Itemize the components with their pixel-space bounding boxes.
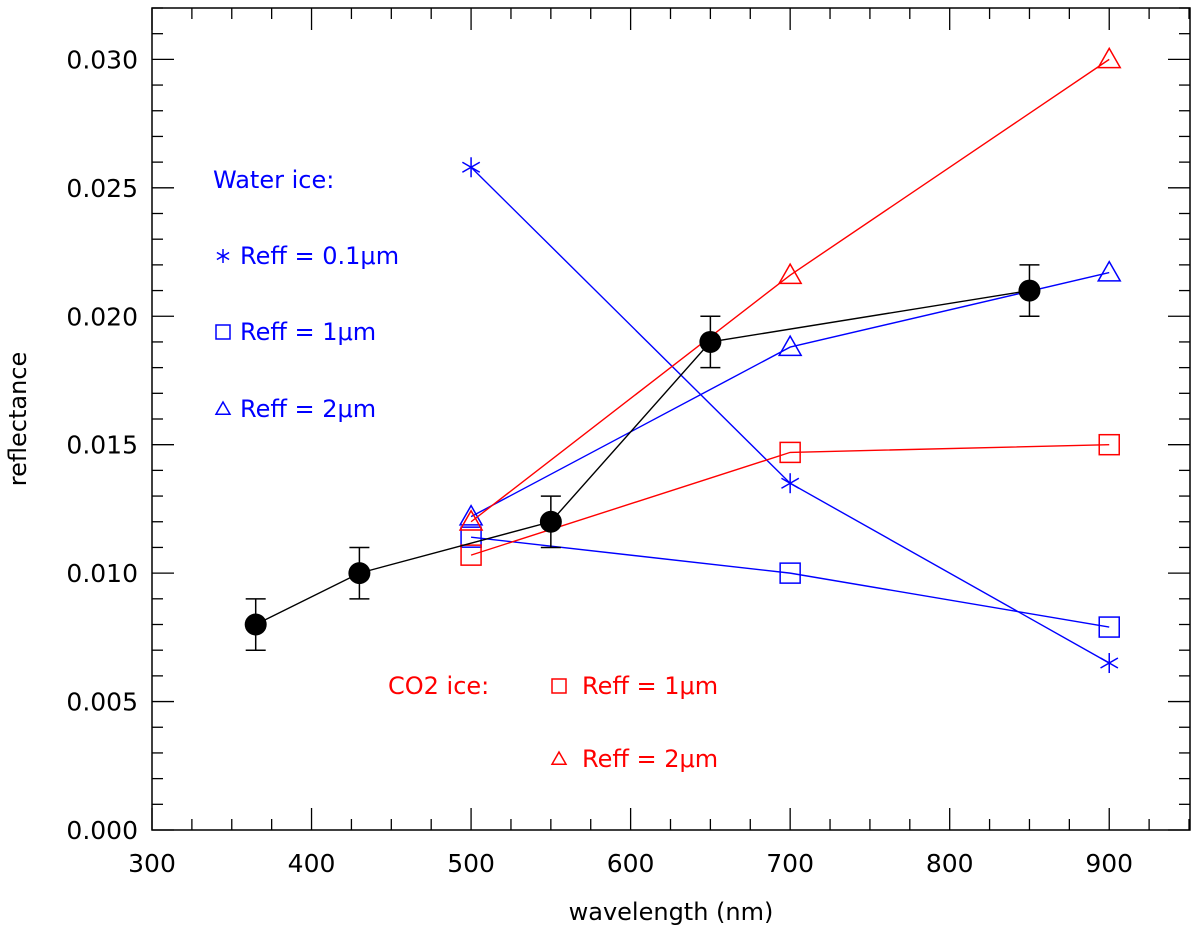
x-tick-label: 700 bbox=[766, 849, 814, 878]
data-point bbox=[1098, 616, 1120, 638]
series-water-ice-reff-0-1um bbox=[462, 157, 1119, 674]
legend-water-symbol bbox=[216, 249, 230, 263]
marker-triangle bbox=[458, 504, 484, 526]
series-water-ice-reff-2um bbox=[458, 260, 1122, 526]
marker-square bbox=[779, 562, 801, 584]
legend-water-item-0: Reff = 0.1μm bbox=[240, 242, 399, 270]
marker-triangle bbox=[777, 334, 803, 357]
x-tick-labels: 300 400 500 600 700 800 900 bbox=[128, 849, 1133, 878]
marker-triangle bbox=[214, 400, 232, 415]
y-tick-label: 0.020 bbox=[66, 302, 138, 331]
x-tick-label: 500 bbox=[447, 849, 495, 878]
data-point bbox=[244, 613, 267, 636]
marker-square bbox=[460, 544, 482, 566]
x-tick-label: 900 bbox=[1085, 849, 1133, 878]
data-point bbox=[1096, 260, 1122, 282]
marker-triangle bbox=[1096, 260, 1122, 282]
marker-triangle bbox=[1096, 46, 1122, 69]
marker-square bbox=[215, 324, 231, 340]
data-point bbox=[458, 504, 484, 526]
x-axis-label: wavelength (nm) bbox=[569, 898, 774, 926]
y-axis-label: reflectance bbox=[4, 352, 32, 486]
series-line bbox=[470, 58, 1110, 523]
legend-co2-item-0: Reff = 1μm bbox=[582, 672, 718, 700]
series-observations bbox=[244, 264, 1041, 651]
series-co2-ice-reff-2um bbox=[458, 46, 1122, 531]
series-water-ice-reff-1um bbox=[460, 526, 1120, 638]
marker-triangle bbox=[550, 750, 568, 765]
data-point bbox=[777, 334, 803, 357]
marker-triangle bbox=[458, 509, 484, 531]
data-point bbox=[1100, 653, 1119, 674]
legend-water-symbol bbox=[215, 324, 231, 340]
data-point bbox=[462, 157, 481, 178]
data-point bbox=[458, 509, 484, 531]
marker-asterisk-stroke bbox=[216, 251, 230, 261]
data-point bbox=[460, 544, 482, 566]
legend-co2-item-1: Reff = 2μm bbox=[582, 745, 718, 773]
marker-square bbox=[1098, 433, 1120, 456]
y-tick-label: 0.030 bbox=[66, 45, 138, 74]
legend-water-symbol bbox=[214, 400, 232, 415]
marker-asterisk-stroke bbox=[1100, 657, 1119, 669]
marker-square bbox=[460, 526, 482, 548]
marker-dot bbox=[244, 613, 267, 636]
marker-asterisk-stroke bbox=[462, 161, 481, 173]
series-line bbox=[470, 271, 1110, 518]
legend: Water ice: Reff = 0.1μm Reff = 1μm Reff … bbox=[213, 166, 718, 773]
legend-water-item-2: Reff = 2μm bbox=[240, 395, 376, 423]
marker-dot bbox=[699, 330, 722, 353]
legend-water-item-1: Reff = 1μm bbox=[240, 318, 376, 346]
data-point bbox=[781, 473, 800, 494]
x-tick-label: 400 bbox=[288, 849, 336, 878]
y-tick-label: 0.015 bbox=[66, 431, 138, 460]
marker-dot bbox=[348, 562, 371, 585]
y-tick-label: 0.010 bbox=[66, 559, 138, 588]
data-point bbox=[1018, 279, 1041, 302]
marker-triangle bbox=[777, 262, 803, 285]
series-line bbox=[470, 443, 1110, 556]
data-point bbox=[348, 562, 371, 585]
data-point bbox=[1098, 433, 1120, 456]
x-tick-label: 800 bbox=[926, 849, 974, 878]
data-point bbox=[779, 441, 801, 464]
legend-water-title: Water ice: bbox=[213, 166, 334, 194]
marker-dot bbox=[539, 510, 562, 533]
marker-square bbox=[1098, 616, 1120, 638]
x-tick-label: 600 bbox=[607, 849, 655, 878]
y-tick-label: 0.005 bbox=[66, 688, 138, 717]
legend-co2-symbol bbox=[551, 678, 567, 694]
series-line bbox=[470, 536, 1110, 628]
marker-square bbox=[779, 441, 801, 464]
x-tick-label: 300 bbox=[128, 849, 176, 878]
y-tick-labels: 0.000 0.005 0.010 0.015 0.020 0.025 0.030 bbox=[66, 45, 138, 845]
legend-co2-title: CO2 ice: bbox=[388, 672, 489, 700]
marker-asterisk-stroke bbox=[781, 477, 800, 489]
y-tick-label: 0.025 bbox=[66, 174, 138, 203]
series-line bbox=[470, 166, 1110, 664]
series-co2-ice-reff-1um bbox=[460, 433, 1120, 566]
series-layer bbox=[244, 46, 1122, 674]
data-point bbox=[777, 262, 803, 285]
marker-square bbox=[551, 678, 567, 694]
data-point bbox=[699, 330, 722, 353]
marker-dot bbox=[1018, 279, 1041, 302]
axis-ticks bbox=[151, 7, 1190, 831]
data-point bbox=[1096, 46, 1122, 69]
legend-co2-symbol bbox=[550, 750, 568, 765]
data-point bbox=[460, 526, 482, 548]
data-point bbox=[779, 562, 801, 584]
y-tick-label: 0.000 bbox=[66, 816, 138, 845]
data-point bbox=[539, 510, 562, 533]
